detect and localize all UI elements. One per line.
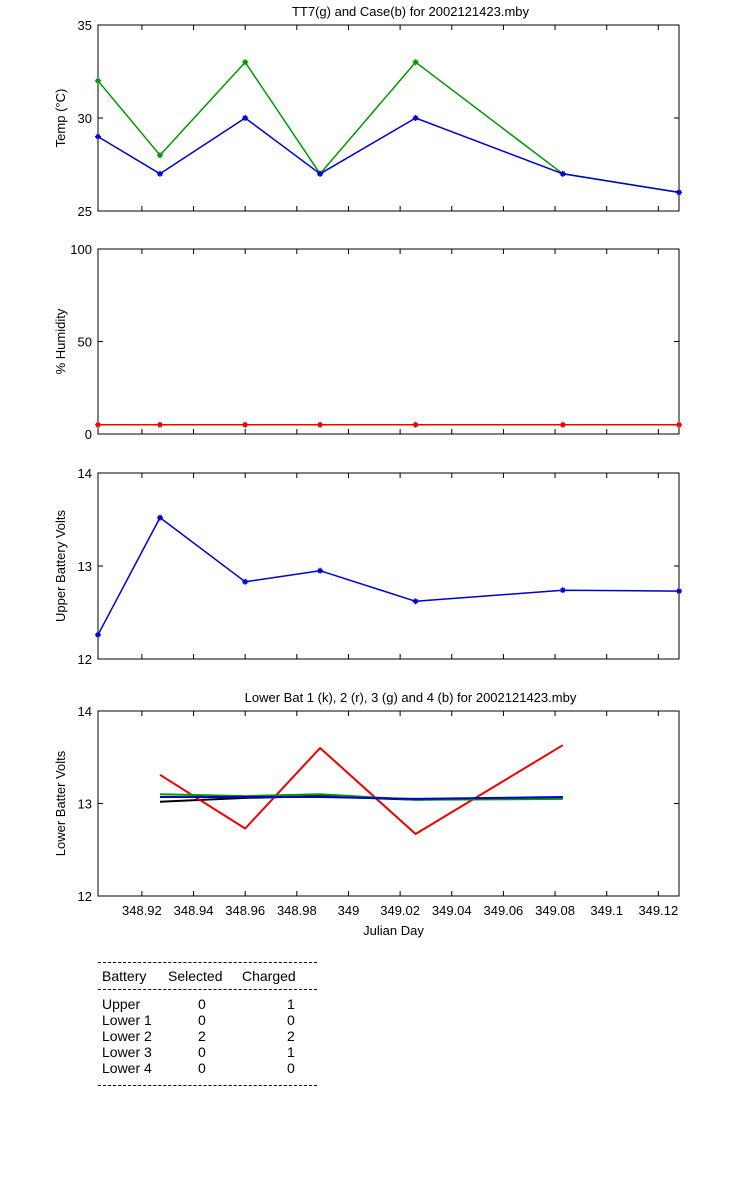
x-tick-label: 349.08 [535,903,575,918]
header-charged: Charged [242,968,296,984]
data-point [242,59,249,66]
series-line [97,516,680,636]
data-point [676,421,682,428]
x-axis-label: Julian Day [363,923,424,938]
data-point [676,189,682,196]
data-point [95,631,101,638]
data-point [317,170,324,177]
y-tick-label: 14 [78,704,92,719]
selected-value: 0 [198,1012,206,1028]
data-point [412,421,419,428]
data-point [559,170,566,177]
y-tick-label: 35 [78,18,92,33]
selected-value: 2 [198,1028,206,1044]
table-body: Upper 0 1 Lower 1 0 0 Lower 2 2 2 Lower … [98,996,317,1076]
charged-value: 2 [287,1028,295,1044]
table-top-divider [98,962,317,963]
data-point [156,170,163,177]
table-row: Lower 3 0 1 [98,1044,317,1060]
y-tick-label: 14 [78,466,92,481]
table-row: Lower 2 2 2 [98,1028,317,1044]
data-point [412,59,419,66]
data-point [156,514,163,521]
charged-value: 0 [287,1012,295,1028]
y-tick-label: 30 [78,111,92,126]
data-point [242,115,249,121]
y-axis-label: Upper Battery Volts [53,510,68,622]
x-tick-label: 349.12 [638,903,678,918]
battery-name: Lower 1 [102,1012,152,1028]
battery-name: Lower 3 [102,1044,152,1060]
x-tick-label: 349.06 [484,903,524,918]
y-axis-label: Lower Batter Volts [53,750,68,856]
y-tick-label: 12 [78,652,92,667]
y-tick-label: 12 [78,889,92,904]
x-tick-label: 349 [338,903,360,918]
data-point [317,421,324,428]
header-selected: Selected [168,968,223,984]
charged-value: 0 [287,1060,295,1076]
series-line [97,61,680,194]
chart-title: Lower Bat 1 (k), 2 (r), 3 (g) and 4 (b) … [245,690,577,705]
data-point [676,588,682,595]
plot-frame [97,24,680,212]
data-point [242,421,249,428]
plot-frame [97,248,680,435]
data-point [95,133,101,140]
selected-value: 0 [198,996,206,1012]
data-point [317,567,324,574]
data-point [156,152,163,159]
y-tick-label: 50 [78,335,92,350]
charged-value: 1 [287,996,295,1012]
chart-title: TT7(g) and Case(b) for 2002121423.mby [292,4,530,19]
selected-value: 0 [198,1044,206,1060]
plot-frame [97,472,680,660]
table-bottom-divider [98,1085,317,1086]
battery-report-charts: 25 30 35 Temp (°C) TT7(g) and Case(b) for 20… [53,4,682,938]
table-header-row: Battery Selected Charged [98,968,317,984]
charged-value: 1 [287,1044,295,1060]
y-axis-label: % Humidity [53,308,68,374]
y-axis-label: Temp (°C) [53,89,68,148]
data-point [242,578,249,585]
battery-status-table: Battery Selected Charged Upper 0 1 Lower… [98,962,317,1086]
y-tick-label: 100 [70,242,92,257]
battery-name: Upper [102,996,141,1012]
series-line [159,793,563,801]
table-row: Lower 4 0 0 [98,1060,317,1076]
data-point [559,421,566,428]
x-tick-label: 348.98 [277,903,317,918]
table-header-divider [98,989,317,990]
series-line [97,117,680,194]
x-tick-label: 348.96 [225,903,265,918]
table-row: Upper 0 1 [98,996,317,1012]
x-tick-label: 348.92 [122,903,162,918]
data-point [95,421,101,428]
series-line [160,796,563,800]
y-tick-label: 13 [78,559,92,574]
battery-name: Lower 2 [102,1028,152,1044]
x-tick-label: 348.94 [174,903,214,918]
x-tick-label: 349.1 [590,903,623,918]
data-point [156,421,163,428]
y-tick-label: 25 [78,204,92,219]
data-point [412,598,419,605]
x-tick-label: 349.02 [380,903,420,918]
data-point [559,587,566,594]
plot-frame [97,710,680,897]
header-battery: Battery [102,968,147,984]
x-tick-label: 349.04 [432,903,472,918]
y-tick-label: 13 [78,797,92,812]
data-point [412,115,419,121]
y-tick-label: 0 [85,427,92,442]
series-line [159,744,564,835]
data-point [95,77,101,84]
battery-name: Lower 4 [102,1060,152,1076]
selected-value: 0 [198,1060,206,1076]
table-row: Lower 1 0 0 [98,1012,317,1028]
